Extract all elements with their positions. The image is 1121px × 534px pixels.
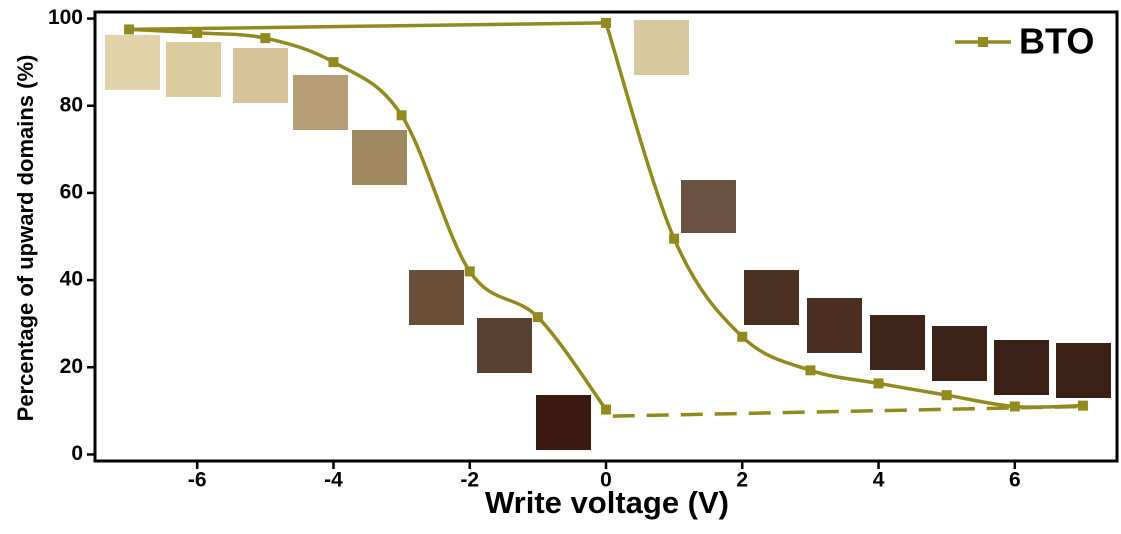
x-axis-label: Write voltage (V) (485, 485, 729, 520)
data-point (192, 27, 203, 38)
x-tick-label: 0 (600, 469, 612, 492)
domain-image (870, 315, 925, 370)
domain-image (536, 395, 591, 450)
data-point (328, 57, 339, 68)
domain-image (994, 340, 1049, 395)
domain-image (1056, 343, 1111, 398)
domain-image (352, 130, 407, 185)
domain-image (744, 270, 799, 325)
domain-image (807, 298, 862, 353)
data-point (464, 266, 475, 277)
y-tick-label: 40 (60, 268, 83, 291)
y-tick-label: 60 (60, 180, 83, 203)
domain-image (166, 42, 221, 97)
data-point (941, 390, 952, 401)
data-point (669, 233, 680, 244)
y-axis-label: Percentage of upward domains (%) (13, 55, 38, 422)
domain-image (681, 180, 736, 233)
x-tick-label: 4 (873, 469, 885, 492)
data-point (873, 378, 884, 389)
x-tick-label: 2 (736, 469, 748, 492)
data-line (612, 404, 1083, 418)
legend-marker (978, 37, 988, 47)
domain-image (409, 270, 464, 325)
data-line (129, 21, 607, 32)
domain-image (105, 35, 160, 90)
y-tick-label: 20 (60, 355, 83, 378)
data-point (601, 404, 611, 415)
domain-image (233, 48, 288, 103)
x-tick-label: -4 (324, 469, 343, 492)
y-tick-label: 0 (71, 442, 83, 465)
x-tick-label: -2 (460, 469, 479, 492)
domain-image (932, 326, 987, 381)
domain-image (477, 318, 532, 373)
domain-image (634, 20, 689, 75)
domain-images (105, 20, 1111, 450)
data-point (396, 110, 407, 121)
data-point (260, 33, 271, 44)
data-point (737, 331, 748, 342)
y-tick-label: 80 (60, 93, 83, 116)
data-point (1077, 400, 1088, 411)
legend-label: BTO (1019, 21, 1094, 62)
data-point (532, 312, 543, 323)
domain-image (293, 75, 348, 130)
x-tick-label: 6 (1009, 469, 1021, 492)
x-tick-label: -6 (188, 469, 207, 492)
y-tick-label: 100 (48, 6, 83, 29)
data-point (805, 365, 816, 376)
data-point (1009, 401, 1020, 412)
